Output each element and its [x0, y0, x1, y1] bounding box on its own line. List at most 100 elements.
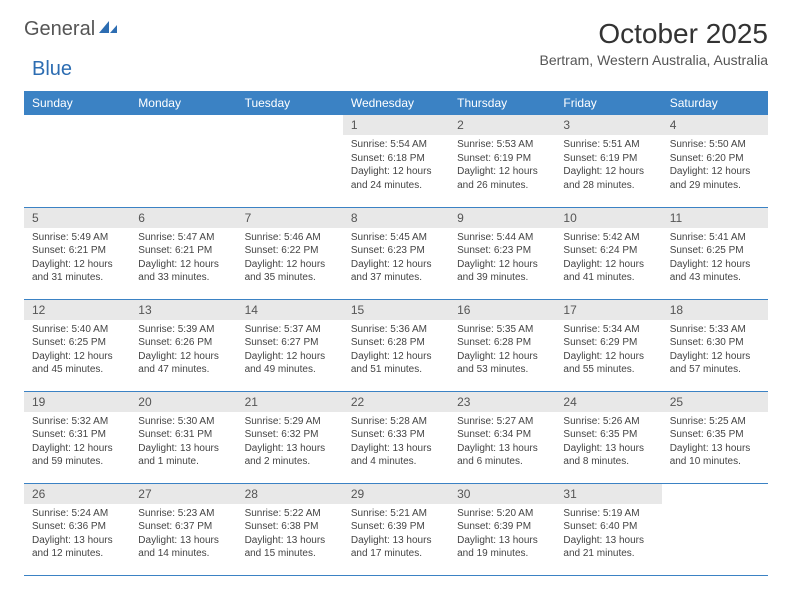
- calendar-cell: 11Sunrise: 5:41 AMSunset: 6:25 PMDayligh…: [662, 207, 768, 299]
- day-number: 11: [662, 208, 768, 228]
- logo-text-blue: Blue: [32, 58, 72, 81]
- day-content: Sunrise: 5:24 AMSunset: 6:36 PMDaylight:…: [24, 504, 130, 567]
- day-content: Sunrise: 5:45 AMSunset: 6:23 PMDaylight:…: [343, 228, 449, 291]
- calendar-cell: 16Sunrise: 5:35 AMSunset: 6:28 PMDayligh…: [449, 299, 555, 391]
- day-number: 1: [343, 115, 449, 135]
- day-content: Sunrise: 5:34 AMSunset: 6:29 PMDaylight:…: [555, 320, 661, 383]
- calendar-row: 12Sunrise: 5:40 AMSunset: 6:25 PMDayligh…: [24, 299, 768, 391]
- calendar-cell: 19Sunrise: 5:32 AMSunset: 6:31 PMDayligh…: [24, 391, 130, 483]
- day-number: 5: [24, 208, 130, 228]
- day-header: Thursday: [449, 91, 555, 115]
- calendar-cell: 1Sunrise: 5:54 AMSunset: 6:18 PMDaylight…: [343, 115, 449, 207]
- day-number: 21: [237, 392, 343, 412]
- day-content: Sunrise: 5:19 AMSunset: 6:40 PMDaylight:…: [555, 504, 661, 567]
- calendar-cell: 21Sunrise: 5:29 AMSunset: 6:32 PMDayligh…: [237, 391, 343, 483]
- calendar-cell: 30Sunrise: 5:20 AMSunset: 6:39 PMDayligh…: [449, 483, 555, 575]
- calendar-cell: 15Sunrise: 5:36 AMSunset: 6:28 PMDayligh…: [343, 299, 449, 391]
- calendar-cell: 3Sunrise: 5:51 AMSunset: 6:19 PMDaylight…: [555, 115, 661, 207]
- calendar-cell: 26Sunrise: 5:24 AMSunset: 6:36 PMDayligh…: [24, 483, 130, 575]
- calendar-cell: 5Sunrise: 5:49 AMSunset: 6:21 PMDaylight…: [24, 207, 130, 299]
- calendar-row: 1Sunrise: 5:54 AMSunset: 6:18 PMDaylight…: [24, 115, 768, 207]
- day-content: Sunrise: 5:46 AMSunset: 6:22 PMDaylight:…: [237, 228, 343, 291]
- day-number: 9: [449, 208, 555, 228]
- day-number: 15: [343, 300, 449, 320]
- calendar-cell: 9Sunrise: 5:44 AMSunset: 6:23 PMDaylight…: [449, 207, 555, 299]
- day-header: Monday: [130, 91, 236, 115]
- day-number: 20: [130, 392, 236, 412]
- calendar-cell: 23Sunrise: 5:27 AMSunset: 6:34 PMDayligh…: [449, 391, 555, 483]
- day-content: Sunrise: 5:51 AMSunset: 6:19 PMDaylight:…: [555, 135, 661, 198]
- day-content: Sunrise: 5:54 AMSunset: 6:18 PMDaylight:…: [343, 135, 449, 198]
- calendar-cell: 14Sunrise: 5:37 AMSunset: 6:27 PMDayligh…: [237, 299, 343, 391]
- day-number: 3: [555, 115, 661, 135]
- calendar-row: 5Sunrise: 5:49 AMSunset: 6:21 PMDaylight…: [24, 207, 768, 299]
- calendar-cell: 6Sunrise: 5:47 AMSunset: 6:21 PMDaylight…: [130, 207, 236, 299]
- calendar-cell: [130, 115, 236, 207]
- day-number: 2: [449, 115, 555, 135]
- calendar-cell: 2Sunrise: 5:53 AMSunset: 6:19 PMDaylight…: [449, 115, 555, 207]
- day-content: Sunrise: 5:49 AMSunset: 6:21 PMDaylight:…: [24, 228, 130, 291]
- day-content: Sunrise: 5:26 AMSunset: 6:35 PMDaylight:…: [555, 412, 661, 475]
- calendar-cell: 28Sunrise: 5:22 AMSunset: 6:38 PMDayligh…: [237, 483, 343, 575]
- calendar-cell: [24, 115, 130, 207]
- day-number: 6: [130, 208, 236, 228]
- day-number: 16: [449, 300, 555, 320]
- calendar-cell: 24Sunrise: 5:26 AMSunset: 6:35 PMDayligh…: [555, 391, 661, 483]
- day-number: 26: [24, 484, 130, 504]
- calendar-body: 1Sunrise: 5:54 AMSunset: 6:18 PMDaylight…: [24, 115, 768, 575]
- day-content: Sunrise: 5:47 AMSunset: 6:21 PMDaylight:…: [130, 228, 236, 291]
- day-content: Sunrise: 5:42 AMSunset: 6:24 PMDaylight:…: [555, 228, 661, 291]
- sail-icon: [97, 19, 119, 40]
- day-content: Sunrise: 5:53 AMSunset: 6:19 PMDaylight:…: [449, 135, 555, 198]
- calendar-cell: 12Sunrise: 5:40 AMSunset: 6:25 PMDayligh…: [24, 299, 130, 391]
- calendar-cell: 17Sunrise: 5:34 AMSunset: 6:29 PMDayligh…: [555, 299, 661, 391]
- day-content: Sunrise: 5:29 AMSunset: 6:32 PMDaylight:…: [237, 412, 343, 475]
- day-content: Sunrise: 5:23 AMSunset: 6:37 PMDaylight:…: [130, 504, 236, 567]
- logo-text-general: General: [24, 18, 95, 41]
- day-number: 19: [24, 392, 130, 412]
- day-number: 18: [662, 300, 768, 320]
- calendar-cell: 29Sunrise: 5:21 AMSunset: 6:39 PMDayligh…: [343, 483, 449, 575]
- day-content: Sunrise: 5:36 AMSunset: 6:28 PMDaylight:…: [343, 320, 449, 383]
- calendar-cell: 10Sunrise: 5:42 AMSunset: 6:24 PMDayligh…: [555, 207, 661, 299]
- day-number: 12: [24, 300, 130, 320]
- page-subtitle: Bertram, Western Australia, Australia: [540, 52, 769, 68]
- day-number: 25: [662, 392, 768, 412]
- day-content: Sunrise: 5:22 AMSunset: 6:38 PMDaylight:…: [237, 504, 343, 567]
- day-number: 17: [555, 300, 661, 320]
- calendar-cell: 4Sunrise: 5:50 AMSunset: 6:20 PMDaylight…: [662, 115, 768, 207]
- calendar-cell: 20Sunrise: 5:30 AMSunset: 6:31 PMDayligh…: [130, 391, 236, 483]
- calendar-row: 19Sunrise: 5:32 AMSunset: 6:31 PMDayligh…: [24, 391, 768, 483]
- title-block: October 2025 Bertram, Western Australia,…: [540, 18, 769, 76]
- day-content: Sunrise: 5:30 AMSunset: 6:31 PMDaylight:…: [130, 412, 236, 475]
- day-content: Sunrise: 5:39 AMSunset: 6:26 PMDaylight:…: [130, 320, 236, 383]
- day-number: 24: [555, 392, 661, 412]
- day-content: Sunrise: 5:37 AMSunset: 6:27 PMDaylight:…: [237, 320, 343, 383]
- calendar-cell: 31Sunrise: 5:19 AMSunset: 6:40 PMDayligh…: [555, 483, 661, 575]
- calendar-cell: 22Sunrise: 5:28 AMSunset: 6:33 PMDayligh…: [343, 391, 449, 483]
- day-number: 4: [662, 115, 768, 135]
- calendar-cell: 7Sunrise: 5:46 AMSunset: 6:22 PMDaylight…: [237, 207, 343, 299]
- calendar-cell: 8Sunrise: 5:45 AMSunset: 6:23 PMDaylight…: [343, 207, 449, 299]
- day-number: 14: [237, 300, 343, 320]
- day-content: Sunrise: 5:20 AMSunset: 6:39 PMDaylight:…: [449, 504, 555, 567]
- day-number: 27: [130, 484, 236, 504]
- day-content: Sunrise: 5:25 AMSunset: 6:35 PMDaylight:…: [662, 412, 768, 475]
- day-content: Sunrise: 5:33 AMSunset: 6:30 PMDaylight:…: [662, 320, 768, 383]
- calendar-cell: 25Sunrise: 5:25 AMSunset: 6:35 PMDayligh…: [662, 391, 768, 483]
- day-header: Sunday: [24, 91, 130, 115]
- calendar-cell: 13Sunrise: 5:39 AMSunset: 6:26 PMDayligh…: [130, 299, 236, 391]
- day-content: Sunrise: 5:41 AMSunset: 6:25 PMDaylight:…: [662, 228, 768, 291]
- day-header: Saturday: [662, 91, 768, 115]
- page-title: October 2025: [540, 18, 769, 50]
- calendar-cell: [662, 483, 768, 575]
- day-content: Sunrise: 5:21 AMSunset: 6:39 PMDaylight:…: [343, 504, 449, 567]
- calendar-header-row: SundayMondayTuesdayWednesdayThursdayFrid…: [24, 91, 768, 115]
- day-number: 22: [343, 392, 449, 412]
- day-number: 30: [449, 484, 555, 504]
- calendar-cell: 18Sunrise: 5:33 AMSunset: 6:30 PMDayligh…: [662, 299, 768, 391]
- day-content: Sunrise: 5:35 AMSunset: 6:28 PMDaylight:…: [449, 320, 555, 383]
- day-content: Sunrise: 5:27 AMSunset: 6:34 PMDaylight:…: [449, 412, 555, 475]
- day-content: Sunrise: 5:50 AMSunset: 6:20 PMDaylight:…: [662, 135, 768, 198]
- day-content: Sunrise: 5:44 AMSunset: 6:23 PMDaylight:…: [449, 228, 555, 291]
